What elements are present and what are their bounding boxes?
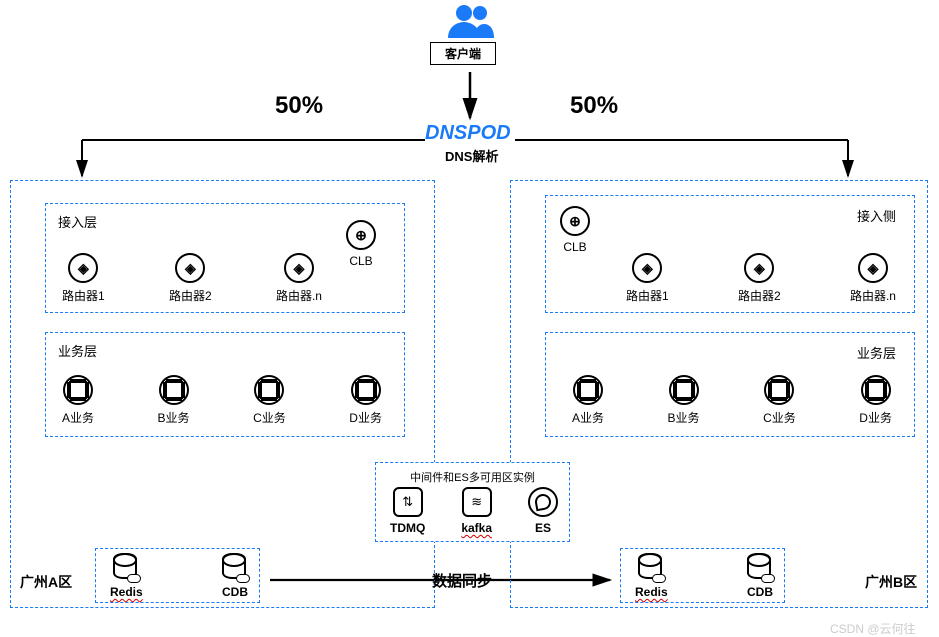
router-item: ◈ 路由器1: [626, 253, 669, 304]
router-label: 路由器.n: [850, 287, 896, 304]
watermark: CSDN @云何往: [830, 620, 916, 637]
zone-a-biz-title: 业务层: [58, 341, 392, 360]
gateway-icon: ◈: [175, 253, 205, 283]
middleware-title: 中间件和ES多可用区实例: [382, 469, 563, 485]
service-label: B业务: [158, 409, 190, 426]
db-item: Redis: [110, 553, 143, 599]
db-item: Redis: [635, 553, 668, 599]
percent-right: 50%: [570, 92, 618, 120]
db-item: CDB: [222, 553, 248, 599]
service-label: C业务: [763, 409, 796, 426]
users-icon: [444, 2, 496, 38]
service-item: C业务: [253, 375, 286, 426]
zone-a-access-title: 接入层: [58, 212, 392, 231]
service-label: D业务: [349, 409, 382, 426]
dnspod-block: DNSPOD: [425, 122, 511, 145]
service-item: D业务: [859, 375, 892, 426]
service-item: A业务: [62, 375, 94, 426]
db-label: CDB: [747, 585, 773, 599]
router-label: 路由器1: [62, 287, 105, 304]
router-label: 路由器.n: [276, 287, 322, 304]
zone-b-region: 广州B区: [865, 572, 917, 592]
client-label: 客户端: [430, 42, 496, 65]
data-sync-label: 数据同步: [432, 570, 492, 591]
service-item: B业务: [668, 375, 700, 426]
router-label: 路由器1: [626, 287, 669, 304]
dns-label: DNS解析: [445, 146, 498, 165]
zone-b-biz-title: 业务层: [857, 343, 896, 362]
zone-a-access: 接入层 ⊕ CLB ◈ 路由器1 ◈ 路由器2 ◈ 路由器.n: [45, 203, 405, 313]
gateway-icon: ◈: [858, 253, 888, 283]
chip-icon: [669, 375, 699, 405]
chip-icon: [63, 375, 93, 405]
clb-icon: ⊕: [346, 220, 376, 250]
service-item: A业务: [572, 375, 604, 426]
service-label: B业务: [668, 409, 700, 426]
router-item: ◈ 路由器2: [169, 253, 212, 304]
chip-icon: [764, 375, 794, 405]
db-item: CDB: [747, 553, 773, 599]
router-item: ◈ 路由器2: [738, 253, 781, 304]
service-item: B业务: [158, 375, 190, 426]
router-label: 路由器2: [169, 287, 212, 304]
zone-b-clb: ⊕ CLB: [560, 206, 590, 254]
chip-icon: [573, 375, 603, 405]
zone-a-db: Redis CDB: [95, 548, 260, 603]
mw-label: TDMQ: [390, 521, 425, 535]
service-item: D业务: [349, 375, 382, 426]
percent-left: 50%: [275, 92, 323, 120]
kafka-icon: ≋: [462, 487, 492, 517]
gateway-icon: ◈: [284, 253, 314, 283]
router-item: ◈ 路由器1: [62, 253, 105, 304]
router-label: 路由器2: [738, 287, 781, 304]
dnspod-logo: DNSPOD: [425, 122, 511, 145]
clb-label: CLB: [349, 254, 372, 268]
mw-item: ⇅ TDMQ: [390, 487, 425, 535]
service-label: A业务: [62, 409, 94, 426]
chip-icon: [159, 375, 189, 405]
es-icon: [528, 487, 558, 517]
clb-label: CLB: [563, 240, 586, 254]
db-icon: [222, 553, 248, 581]
service-item: C业务: [763, 375, 796, 426]
chip-icon: [351, 375, 381, 405]
db-icon: [747, 553, 773, 581]
db-label: Redis: [635, 585, 668, 599]
middleware-box: 中间件和ES多可用区实例 ⇅ TDMQ ≋ kafka ES: [375, 462, 570, 542]
zone-b-db: Redis CDB: [620, 548, 785, 603]
db-icon: [113, 553, 139, 581]
service-label: D业务: [859, 409, 892, 426]
gateway-icon: ◈: [744, 253, 774, 283]
mq-icon: ⇅: [393, 487, 423, 517]
mw-item: ES: [528, 487, 558, 535]
router-item: ◈ 路由器.n: [276, 253, 322, 304]
db-label: Redis: [110, 585, 143, 599]
zone-b-access-title: 接入侧: [857, 206, 896, 225]
chip-icon: [861, 375, 891, 405]
router-item: ◈ 路由器.n: [850, 253, 896, 304]
gateway-icon: ◈: [68, 253, 98, 283]
client-block: 客户端: [430, 2, 496, 65]
zone-b-access: 接入侧 ⊕ CLB ◈ 路由器1 ◈ 路由器2 ◈ 路由器.n: [545, 195, 915, 313]
db-label: CDB: [222, 585, 248, 599]
zone-a-region: 广州A区: [20, 572, 72, 592]
zone-b-biz: 业务层 A业务 B业务 C业务 D业务: [545, 332, 915, 437]
chip-icon: [254, 375, 284, 405]
gateway-icon: ◈: [632, 253, 662, 283]
db-icon: [638, 553, 664, 581]
zone-a-clb: ⊕ CLB: [346, 220, 376, 268]
zone-a-biz: 业务层 A业务 B业务 C业务 D业务: [45, 332, 405, 437]
clb-icon: ⊕: [560, 206, 590, 236]
service-label: A业务: [572, 409, 604, 426]
mw-item: ≋ kafka: [461, 487, 492, 535]
mw-label: ES: [535, 521, 551, 535]
service-label: C业务: [253, 409, 286, 426]
mw-label: kafka: [461, 521, 492, 535]
